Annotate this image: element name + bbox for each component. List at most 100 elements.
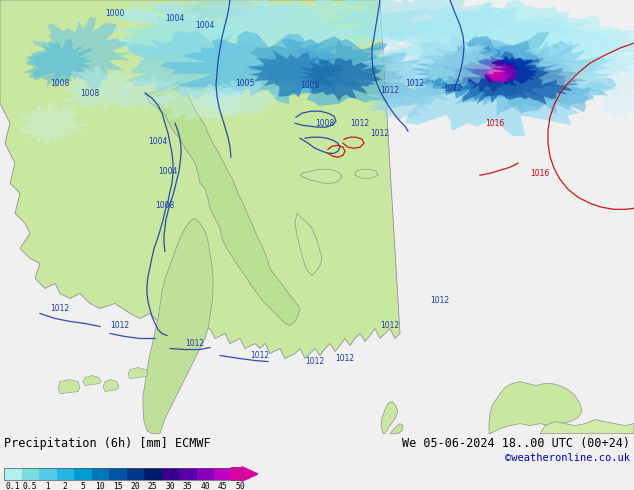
Polygon shape <box>249 36 396 91</box>
Text: Precipitation (6h) [mm] ECMWF: Precipitation (6h) [mm] ECMWF <box>4 437 210 449</box>
Polygon shape <box>485 63 519 82</box>
Polygon shape <box>299 58 385 101</box>
Text: 1012: 1012 <box>335 354 354 363</box>
Text: 1012: 1012 <box>185 339 205 348</box>
Text: 50: 50 <box>235 482 245 490</box>
Polygon shape <box>486 68 505 79</box>
Polygon shape <box>422 36 562 98</box>
Polygon shape <box>150 84 250 122</box>
Text: 5: 5 <box>81 482 85 490</box>
Text: 1012: 1012 <box>351 119 370 128</box>
Polygon shape <box>524 36 634 90</box>
Text: 35: 35 <box>183 482 193 490</box>
Polygon shape <box>474 59 519 83</box>
Polygon shape <box>485 67 510 84</box>
Bar <box>109 467 127 480</box>
Text: 1012: 1012 <box>443 84 463 93</box>
Text: 1012: 1012 <box>110 321 129 330</box>
Polygon shape <box>127 30 286 100</box>
Text: 0.5: 0.5 <box>23 482 37 490</box>
Polygon shape <box>390 424 403 434</box>
Text: 1004: 1004 <box>158 167 178 176</box>
Polygon shape <box>153 0 216 27</box>
Text: 15: 15 <box>113 482 122 490</box>
Text: 1008: 1008 <box>50 78 70 88</box>
Text: 20: 20 <box>131 482 140 490</box>
Polygon shape <box>513 22 634 85</box>
Text: 1016: 1016 <box>531 169 550 178</box>
FancyArrow shape <box>231 466 258 481</box>
Polygon shape <box>468 56 522 80</box>
Polygon shape <box>300 169 342 183</box>
Text: 1000: 1000 <box>105 8 125 18</box>
Text: 1012: 1012 <box>51 304 70 313</box>
Bar <box>179 467 197 480</box>
Text: 1012: 1012 <box>380 86 399 95</box>
Bar <box>91 467 109 480</box>
Polygon shape <box>26 17 131 89</box>
Polygon shape <box>103 380 119 392</box>
Bar <box>4 467 22 480</box>
Polygon shape <box>381 402 398 434</box>
Polygon shape <box>415 32 611 117</box>
Text: 1004: 1004 <box>195 21 215 29</box>
Bar <box>144 467 162 480</box>
Polygon shape <box>245 50 346 98</box>
Polygon shape <box>455 60 524 93</box>
Polygon shape <box>361 32 493 85</box>
Polygon shape <box>83 375 101 386</box>
Polygon shape <box>366 0 590 87</box>
Polygon shape <box>145 83 300 325</box>
Text: 40: 40 <box>200 482 210 490</box>
Polygon shape <box>160 31 368 104</box>
Text: 1012: 1012 <box>405 78 425 88</box>
Text: 1008: 1008 <box>155 201 174 210</box>
Bar <box>39 467 56 480</box>
Text: 1012: 1012 <box>380 321 399 330</box>
Polygon shape <box>0 0 400 359</box>
Polygon shape <box>128 368 148 379</box>
Text: 1004: 1004 <box>148 137 167 146</box>
Polygon shape <box>24 39 94 89</box>
Polygon shape <box>375 33 616 136</box>
Polygon shape <box>482 10 634 78</box>
Text: 1012: 1012 <box>306 357 325 366</box>
Bar <box>162 467 179 480</box>
Bar <box>127 467 144 480</box>
Polygon shape <box>191 0 432 55</box>
Polygon shape <box>117 14 257 62</box>
Text: 1008: 1008 <box>301 81 320 90</box>
Text: 1005: 1005 <box>235 78 255 88</box>
Text: 1012: 1012 <box>250 351 269 360</box>
Polygon shape <box>355 169 378 178</box>
Text: We 05-06-2024 18..00 UTC (00+24): We 05-06-2024 18..00 UTC (00+24) <box>402 437 630 449</box>
Polygon shape <box>408 45 534 100</box>
Polygon shape <box>112 3 166 27</box>
Polygon shape <box>434 51 564 104</box>
Text: 30: 30 <box>165 482 175 490</box>
Bar <box>197 467 214 480</box>
Polygon shape <box>115 74 179 112</box>
Text: 1008: 1008 <box>81 89 100 98</box>
Polygon shape <box>595 87 634 120</box>
Polygon shape <box>93 0 375 70</box>
Polygon shape <box>456 42 617 115</box>
Text: 0.1: 0.1 <box>6 482 20 490</box>
Bar <box>4 467 240 480</box>
Polygon shape <box>540 419 634 434</box>
Polygon shape <box>254 39 451 106</box>
Polygon shape <box>225 0 291 26</box>
Bar <box>22 467 39 480</box>
Bar <box>56 467 74 480</box>
Polygon shape <box>60 65 140 109</box>
Polygon shape <box>476 61 588 105</box>
Text: 25: 25 <box>148 482 158 490</box>
Polygon shape <box>184 0 256 25</box>
Text: 1012: 1012 <box>370 129 389 138</box>
Polygon shape <box>418 0 619 76</box>
Polygon shape <box>391 79 448 107</box>
Polygon shape <box>195 81 280 117</box>
Text: ©weatheronline.co.uk: ©weatheronline.co.uk <box>505 453 630 463</box>
Text: 45: 45 <box>218 482 228 490</box>
Polygon shape <box>320 0 522 43</box>
